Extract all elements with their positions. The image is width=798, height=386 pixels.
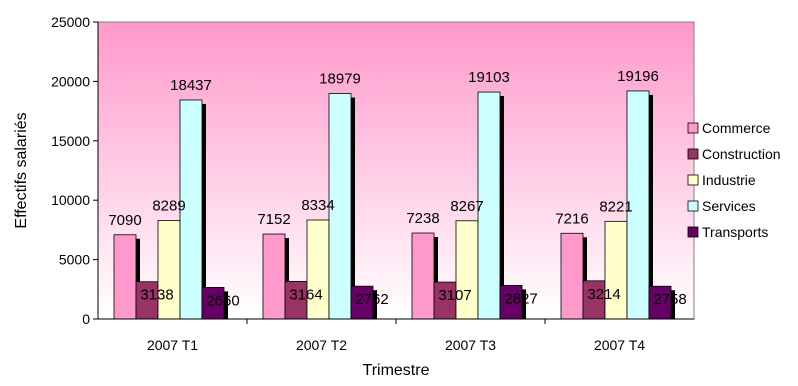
data-label: 3164 (289, 286, 322, 303)
legend: Commerce Construction Industrie Services Tra… (687, 120, 781, 240)
legend-swatch (687, 148, 699, 160)
legend-label: Services (702, 198, 756, 214)
x-tick-label: 2007 T1 (147, 337, 198, 353)
legend-label: Transports (702, 224, 768, 240)
y-tick-label: 0 (82, 311, 90, 327)
bar (560, 232, 584, 320)
data-label: 3138 (140, 287, 173, 304)
legend-swatch (687, 122, 699, 134)
x-axis-title: Trimestre (363, 362, 430, 379)
axes-group: 0 5000 10000 15000 20000 25000 2007 T1 2007 T2 2… (51, 14, 694, 353)
data-label: 19103 (468, 69, 510, 86)
y-tick-label: 5000 (59, 252, 90, 268)
data-label: 8334 (301, 197, 334, 214)
y-axis-title: Effectifs salariés (13, 112, 30, 228)
bar (113, 234, 137, 320)
data-label: 2827 (504, 290, 537, 307)
legend-label: Commerce (702, 120, 771, 136)
bar (455, 220, 479, 320)
bar (157, 220, 181, 320)
bar (411, 232, 435, 320)
y-tick-label: 15000 (51, 133, 90, 149)
x-tick-label: 2007 T4 (594, 337, 645, 353)
data-label: 7216 (555, 210, 588, 227)
x-tick-label: 2007 T3 (445, 337, 496, 353)
data-label: 8267 (450, 198, 483, 215)
bar (604, 220, 628, 320)
data-label: 18979 (319, 71, 361, 88)
data-label: 19196 (617, 68, 659, 85)
data-label: 7090 (108, 212, 141, 229)
data-label: 8221 (599, 198, 632, 215)
bar (262, 233, 286, 320)
x-tick-label: 2007 T2 (296, 337, 347, 353)
data-label: 3107 (438, 287, 471, 304)
data-label: 8289 (152, 198, 185, 215)
legend-swatch (687, 226, 699, 238)
data-label: 3214 (587, 286, 620, 303)
legend-label: Construction (702, 146, 781, 162)
data-labels-group: 7090 3138 8289 18437 2660 7152 3164 8334 18979 27… (108, 68, 686, 309)
data-label: 2762 (355, 291, 388, 308)
data-label: 2758 (653, 291, 686, 308)
y-tick-label: 20000 (51, 73, 90, 89)
y-tick-label: 10000 (51, 192, 90, 208)
data-label: 18437 (170, 77, 212, 94)
legend-swatch (687, 200, 699, 212)
data-label: 2660 (206, 292, 239, 309)
legend-label: Industrie (702, 172, 756, 188)
legend-swatch (687, 174, 699, 186)
bar (306, 219, 330, 320)
y-tick-label: 25000 (51, 14, 90, 30)
data-label: 7238 (406, 210, 439, 227)
data-label: 7152 (257, 211, 290, 228)
